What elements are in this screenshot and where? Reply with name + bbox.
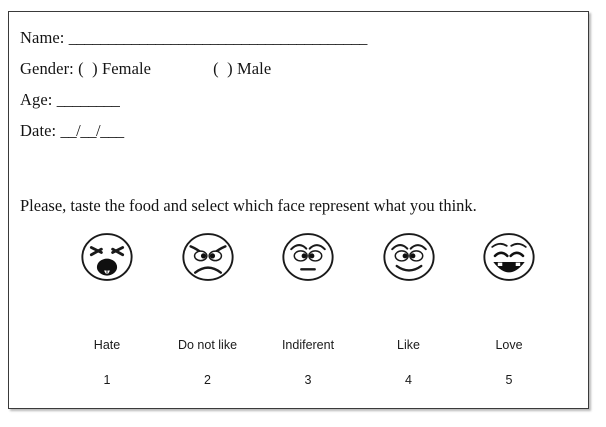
- face-neutral-icon[interactable]: [279, 228, 337, 286]
- face-laughing-icon[interactable]: [480, 228, 538, 286]
- scale-label-5: Love: [495, 338, 523, 352]
- scale-option-2[interactable]: Do not like 2: [166, 228, 250, 387]
- face-angry-icon[interactable]: [179, 228, 237, 286]
- scale-label-4: Like: [397, 338, 420, 352]
- scale-label-2: Do not like: [177, 338, 238, 352]
- scale-number-2: 2: [204, 373, 211, 387]
- name-field-blank[interactable]: ______________________________________: [68, 28, 368, 47]
- scale-label-3: Indiferent: [281, 338, 335, 352]
- name-field-line[interactable]: Name: __________________________________…: [20, 22, 568, 53]
- scale-number-5: 5: [505, 373, 513, 387]
- scale-number-1: 1: [103, 373, 111, 387]
- date-field-line[interactable]: Date: __/__/___: [20, 115, 568, 146]
- scale-option-1[interactable]: Hate 1: [65, 228, 149, 387]
- gender-field-label: Gender:: [20, 59, 79, 78]
- scale-number-4: 4: [405, 373, 412, 387]
- date-field-label: Date:: [20, 121, 61, 140]
- scale-option-5[interactable]: Love 5: [467, 228, 551, 387]
- date-field-blank[interactable]: __/__/___: [60, 121, 124, 140]
- face-disgust-tongue-icon[interactable]: [78, 228, 136, 286]
- scale-option-4[interactable]: Like 4: [367, 228, 451, 387]
- instruction-text: Please, taste the food and select which …: [20, 196, 477, 215]
- scale-option-3[interactable]: Indiferent 3: [266, 228, 350, 387]
- face-slight-smile-icon[interactable]: [380, 228, 438, 286]
- gender-option-female[interactable]: ( ) Female: [78, 59, 152, 78]
- gender-field-line[interactable]: Gender: ( ) Female ( ) Male: [20, 53, 568, 84]
- survey-form-frame: Name: __________________________________…: [8, 11, 589, 409]
- name-field-label: Name:: [20, 28, 69, 47]
- header-fields: Name: __________________________________…: [20, 22, 568, 146]
- age-field-line[interactable]: Age: ________: [20, 84, 568, 115]
- scale-number-3: 3: [304, 373, 312, 387]
- age-field-label: Age:: [20, 90, 57, 109]
- age-field-blank[interactable]: ________: [56, 90, 120, 109]
- face-rating-scale: Hate 1 Do not like: [65, 228, 551, 387]
- scale-label-1: Hate: [93, 338, 121, 352]
- gender-option-male[interactable]: ( ) Male: [213, 59, 272, 78]
